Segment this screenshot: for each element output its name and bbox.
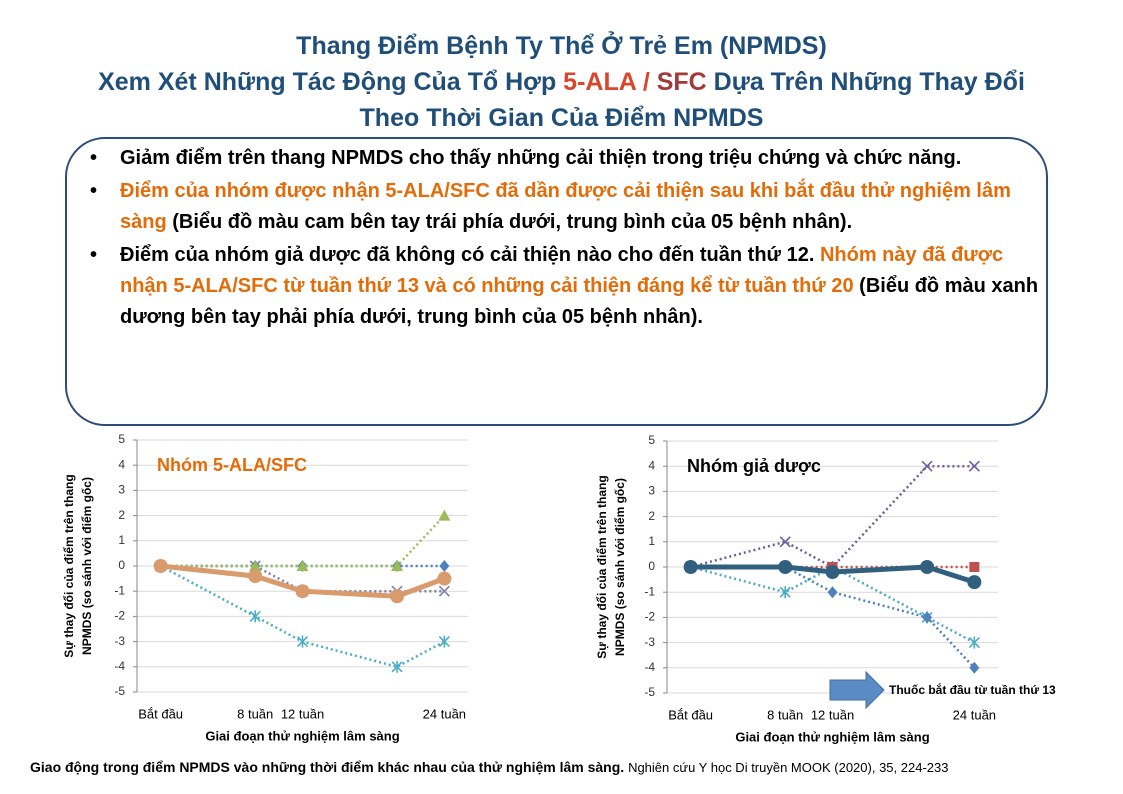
y-tick-label: 5: [648, 433, 655, 447]
chart-note: Thuốc bắt đầu từ tuần thứ 13: [889, 682, 1056, 697]
marker: [296, 635, 309, 648]
title: Thang Điểm Bệnh Ty Thể Ở Trẻ Em (NPMDS) …: [70, 28, 1053, 136]
bullet: Điểm của nhóm giả dược đã không có cải t…: [90, 240, 1045, 333]
x-tick-label: 12 tuần: [811, 707, 854, 722]
y-tick-label: -4: [114, 659, 125, 673]
y-axis-label: NPMDS (so sánh với điểm gốc): [80, 477, 94, 655]
marker: [922, 611, 933, 624]
y-axis-label: Sự thay đổi của điểm trên thang: [595, 475, 609, 658]
y-tick-label: 3: [648, 484, 655, 498]
marker: [439, 560, 450, 572]
bullet: Giảm điểm trên thang NPMDS cho thấy nhữn…: [90, 143, 1045, 174]
bullet-text: Điểm của nhóm giả dược đã không có cải t…: [120, 244, 815, 266]
title-part: 5-ALA: [563, 68, 636, 96]
marker: [921, 460, 933, 472]
y-axis-label: Sự thay đổi của điểm trên thang: [62, 474, 76, 657]
marker-stroke: [921, 460, 933, 472]
y-tick-label: -1: [114, 583, 125, 597]
title-part: SFC: [656, 68, 707, 96]
marker: [438, 635, 450, 648]
y-tick-label: -3: [114, 634, 125, 648]
chart-annotation: Nhóm giả dược: [687, 456, 821, 476]
marker: [683, 560, 698, 574]
marker: [969, 562, 980, 572]
y-tick-label: -3: [644, 635, 655, 649]
x-tick-label: 24 tuần: [423, 706, 466, 721]
caption-main: Giao động trong điểm NPMDS vào những thờ…: [30, 759, 625, 775]
y-tick-label: 0: [648, 559, 655, 573]
marker: [968, 636, 980, 649]
marker: [295, 584, 310, 599]
y-axis-label: NPMDS (so sánh với điểm gốc): [613, 478, 627, 656]
y-tick-label: -5: [114, 684, 125, 698]
marker: [391, 660, 403, 673]
bullet-text: Điểm của nhóm được nhận 5-ALA/SFC đã dần…: [120, 180, 1011, 233]
bullet-text: Giảm điểm trên thang NPMDS cho thấy nhữn…: [120, 147, 962, 169]
caption-source: Nghiên cứu Y học Di truyền MOOK (2020), …: [628, 760, 949, 775]
chart-annotation: Nhóm 5-ALA/SFC: [157, 455, 307, 475]
title-line: Thang Điểm Bệnh Ty Thể Ở Trẻ Em (NPMDS): [296, 32, 827, 60]
x-tick-label: 24 tuần: [953, 707, 996, 722]
marker: [920, 560, 935, 574]
caption: Giao động trong điểm NPMDS vào những thờ…: [30, 759, 948, 775]
marker: [296, 560, 309, 571]
x-axis-label: Giai đoạn thử nghiệm lâm sàng: [205, 728, 399, 743]
marker: [391, 560, 404, 571]
marker: [967, 575, 982, 590]
y-tick-label: 4: [118, 457, 125, 471]
y-tick-label: -1: [644, 584, 655, 598]
marker-stroke: [968, 460, 980, 472]
marker: [969, 661, 980, 674]
title-line: Xem Xét Những Tác Động Của Tổ Hợp 5-ALA …: [70, 64, 1053, 136]
y-tick-label: -2: [114, 609, 125, 623]
y-tick-label: 5: [118, 432, 125, 446]
y-tick-label: -5: [644, 685, 655, 699]
y-tick-label: 3: [118, 483, 125, 497]
marker: [153, 559, 168, 573]
marker-stroke: [779, 536, 791, 548]
x-tick-label: Bắt đầu: [668, 707, 713, 722]
bullet-text: (Biểu đồ màu xanh dương bên tay phải phí…: [120, 275, 1039, 328]
y-tick-label: 1: [648, 534, 655, 548]
title-part: Dựa Trên Những Thay Đổi Theo Thời Gian C…: [359, 68, 1025, 132]
y-tick-label: 0: [118, 558, 125, 572]
marker: [438, 585, 450, 597]
y-tick-label: 2: [118, 508, 125, 522]
bullet-text: Nhóm này đã được nhận 5-ALA/SFC từ tuần …: [120, 244, 1004, 297]
arrow: [829, 670, 885, 710]
marker-stroke: [438, 585, 450, 597]
x-tick-label: 12 tuần: [281, 706, 324, 721]
marker: [968, 460, 980, 472]
marker: [779, 586, 791, 599]
x-tick-label: Bắt đầu: [138, 706, 183, 721]
title-part: Xem Xét Những Tác Động Của Tổ Hợp: [98, 68, 557, 96]
y-tick-label: 1: [118, 533, 125, 547]
marker: [437, 571, 452, 586]
marker: [249, 560, 262, 571]
y-tick-label: 4: [648, 458, 655, 472]
marker: [825, 565, 840, 580]
marker: [438, 509, 451, 521]
x-tick-label: 8 tuần: [237, 706, 273, 721]
bullet-list: Giảm điểm trên thang NPMDS cho thấy nhữn…: [90, 143, 1045, 335]
title-part: /: [642, 68, 650, 96]
marker: [778, 560, 793, 574]
x-axis-label: Giai đoạn thử nghiệm lâm sàng: [735, 729, 929, 744]
y-tick-label: 2: [648, 509, 655, 523]
bullet-text: (Biểu đồ màu cam bên tay trái phía dưới,…: [172, 211, 853, 233]
y-tick-label: -2: [644, 610, 655, 624]
bullet-box: [65, 137, 1048, 426]
marker: [827, 586, 838, 599]
y-tick-label: -4: [644, 660, 655, 674]
marker: [390, 589, 405, 604]
marker: [249, 610, 261, 623]
x-tick-label: 8 tuần: [767, 707, 803, 722]
marker: [779, 536, 791, 548]
marker: [248, 569, 263, 584]
bullet: Điểm của nhóm được nhận 5-ALA/SFC đã dần…: [90, 176, 1045, 238]
